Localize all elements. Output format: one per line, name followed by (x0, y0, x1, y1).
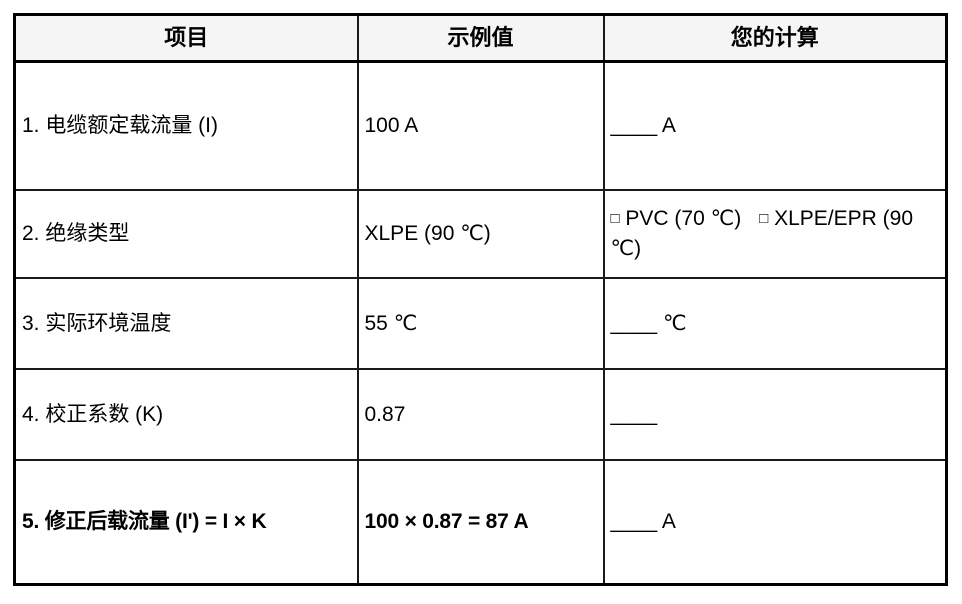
option-label-pvc[interactable]: PVC (70 ℃) (625, 207, 742, 231)
column-header-your-calculation: 您的计算 (602, 13, 948, 63)
checkbox-pvc-icon[interactable]: □ (610, 210, 620, 228)
row-3-answer-unit: ℃ (657, 311, 687, 335)
row-3-item-label: 3. 实际环境温度 (13, 277, 359, 370)
row-1-your-calculation-field[interactable]: ____ A (602, 60, 948, 191)
table-row: 4. 校正系数 (K) 0.87 ____ (13, 368, 948, 461)
row-5-answer-unit: A (657, 510, 676, 534)
table-row: 5. 修正后载流量 (I') = I × K 100 × 0.87 = 87 A… (13, 459, 948, 586)
row-3-answer-blank[interactable]: ____ (610, 311, 658, 335)
row-5-answer-blank[interactable]: ____ (610, 510, 658, 534)
table-body: 1. 电缆额定载流量 (I) 100 A ____ A 2. 绝缘类型 XLPE… (13, 60, 948, 586)
column-header-sample-value: 示例值 (356, 13, 605, 63)
column-header-item: 项目 (13, 13, 359, 63)
row-1-item-label: 1. 电缆额定载流量 (I) (13, 60, 359, 191)
row-1-sample-value: 100 A (356, 60, 605, 191)
option-label-xlpe-epr[interactable]: XLPE/EPR (90 ℃) (610, 207, 914, 260)
row-1-answer-unit: A (657, 114, 676, 138)
table-header: 项目 示例值 您的计算 (13, 13, 948, 63)
row-4-sample-value: 0.87 (356, 368, 605, 461)
row-2-item-label: 2. 绝缘类型 (13, 189, 359, 279)
row-5-item-label: 5. 修正后载流量 (I') = I × K (13, 459, 359, 586)
load-current-correction-worksheet: 项目 示例值 您的计算 1. 电缆额定载流量 (I) 100 A ____ A … (13, 13, 948, 586)
row-3-sample-value: 55 ℃ (356, 277, 605, 370)
row-4-your-calculation-field[interactable]: ____ (602, 368, 948, 461)
row-1-answer-blank[interactable]: ____ (610, 114, 658, 138)
table-row: 1. 电缆额定载流量 (I) 100 A ____ A (13, 60, 948, 191)
row-2-sample-value: XLPE (90 ℃) (356, 189, 605, 279)
checkbox-xlpe-epr-icon[interactable]: □ (759, 210, 769, 228)
row-5-your-calculation-field[interactable]: ____ A (602, 459, 948, 586)
row-2-insulation-options[interactable]: □ PVC (70 ℃) □ XLPE/EPR (90 ℃) (602, 189, 948, 279)
row-4-answer-blank[interactable]: ____ (610, 402, 658, 426)
row-4-item-label: 4. 校正系数 (K) (13, 368, 359, 461)
row-5-sample-value: 100 × 0.87 = 87 A (356, 459, 605, 586)
row-3-your-calculation-field[interactable]: ____ ℃ (602, 277, 948, 370)
table-row: 3. 实际环境温度 55 ℃ ____ ℃ (13, 277, 948, 370)
table-header-row: 项目 示例值 您的计算 (13, 13, 948, 63)
table-row: 2. 绝缘类型 XLPE (90 ℃) □ PVC (70 ℃) □ XLPE/E… (13, 189, 948, 279)
